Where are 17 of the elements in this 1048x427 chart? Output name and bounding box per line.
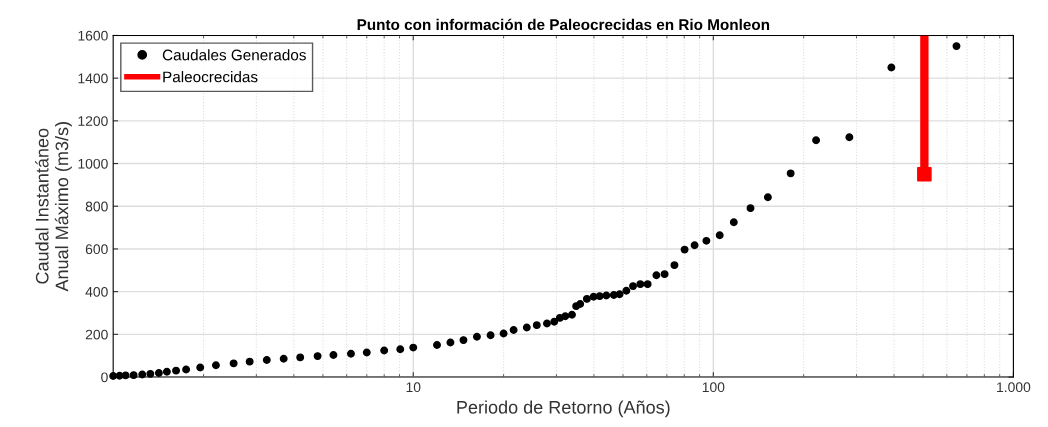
y-tick-label: 400 [85,286,108,297]
chart-title: Punto con información de Paleocrecidas en Rio Monleon [357,18,770,31]
x-tick-label: 100 [702,382,725,393]
y-tick-label: 1400 [78,73,108,84]
y-tick-label: 0 [101,372,108,383]
y-tick-label: 1200 [78,116,108,127]
y-tick-label: 200 [85,329,108,340]
y-tick-label: 1600 [78,30,108,41]
legend-label: Caudales Generados [162,49,306,61]
y-tick-label: 1000 [78,158,108,169]
x-tick-label: 1.000 [997,382,1031,393]
y-tick-label: 800 [85,201,108,212]
x-tick-label: 10 [406,382,421,393]
y-tick-label: 600 [85,244,108,255]
x-axis-title: Periodo de Retorno (Años) [457,400,670,418]
legend-label: Paleocrecidas [163,71,258,83]
y-axis-title: Caudal Instantáneo Anual Máximo (m3/s) [35,122,72,292]
